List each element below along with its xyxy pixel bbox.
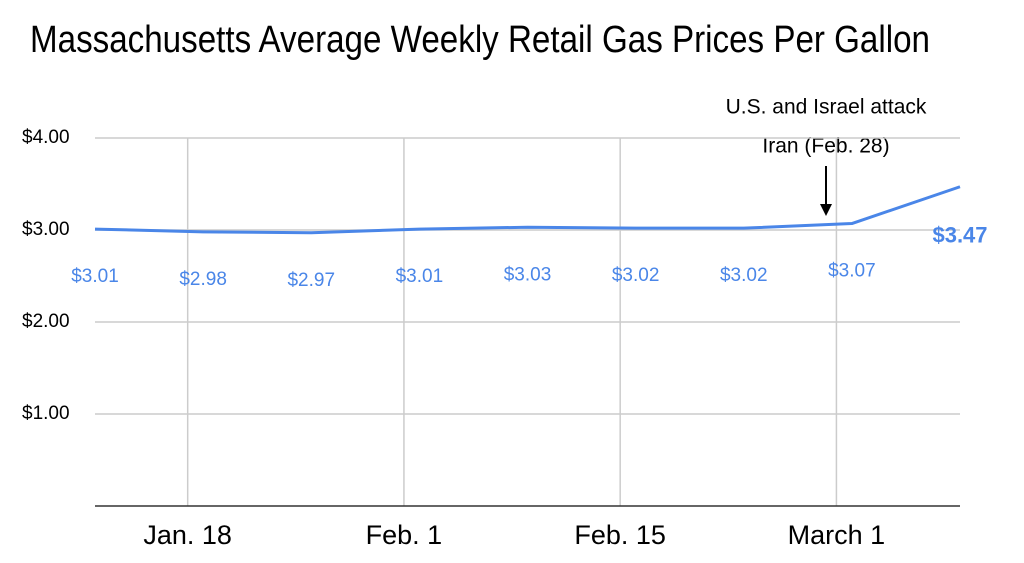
data-label: $3.01 (71, 266, 119, 287)
data-label: $3.02 (612, 265, 660, 286)
y-tick-label: $3.00 (22, 219, 70, 240)
data-label: $3.47 (932, 223, 987, 248)
x-tick-label: March 1 (788, 520, 886, 550)
x-tick-label: Jan. 18 (143, 520, 232, 550)
y-tick-label: $4.00 (22, 127, 70, 148)
annotation: U.S. and Israel attack (726, 96, 927, 119)
data-label: $3.01 (396, 266, 444, 287)
line (94, 185, 961, 235)
chart-title: Massachusetts Average Weekly Retail Gas … (30, 19, 930, 61)
data-label: $3.02 (720, 265, 768, 286)
x-tick-label: Feb. 1 (366, 520, 443, 550)
y-tick-label: $2.00 (22, 311, 70, 332)
data-label: $3.03 (504, 264, 552, 285)
x-tick-label: Feb. 15 (574, 520, 666, 550)
data-label: $2.98 (179, 269, 227, 290)
data-label: $3.07 (828, 261, 876, 282)
y-tick-label: $1.00 (22, 403, 70, 424)
annotation: Iran (Feb. 28) (762, 135, 889, 158)
annotation-arrowhead (820, 204, 832, 216)
data-label: $2.97 (287, 270, 335, 291)
